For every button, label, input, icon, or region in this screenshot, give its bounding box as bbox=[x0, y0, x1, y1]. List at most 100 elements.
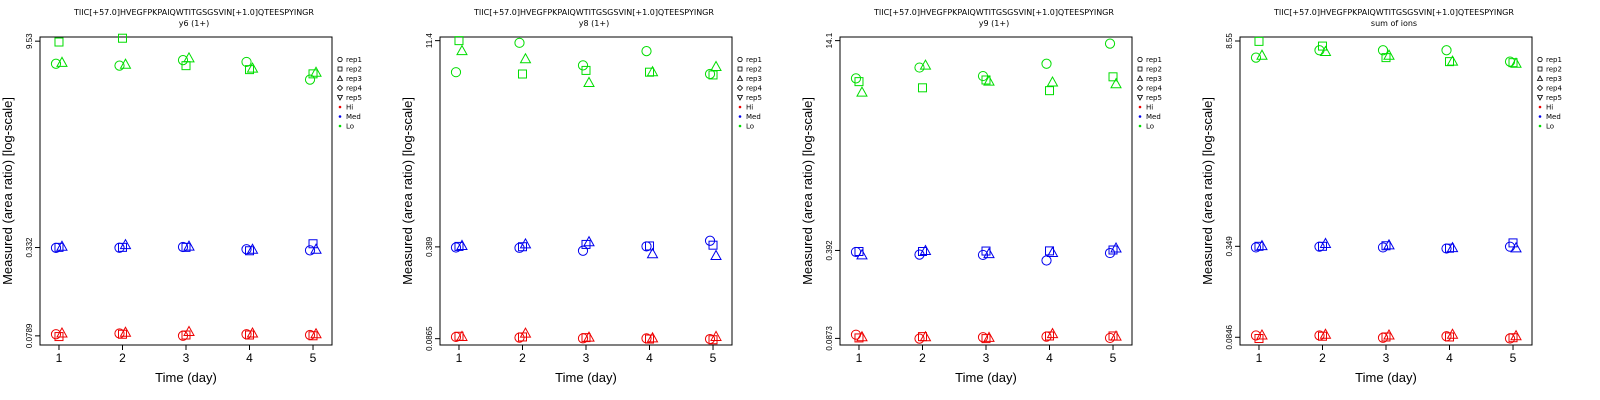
data-point-hi bbox=[1250, 330, 1262, 341]
legend-item: rep1 bbox=[337, 56, 362, 64]
data-point-med bbox=[1108, 245, 1118, 255]
y-tick-label: 9.53 bbox=[25, 33, 34, 49]
data-point-lo bbox=[1108, 72, 1118, 82]
chart-title: TIIC[+57.0]HVEGFPKPAIQWTITGSGSVIN[+1.0]Q… bbox=[73, 8, 314, 17]
data-point-lo bbox=[181, 61, 191, 71]
data-point-lo bbox=[854, 77, 864, 87]
chart-title: TIIC[+57.0]HVEGFPKPAIQWTITGSGSVIN[+1.0]Q… bbox=[873, 8, 1114, 17]
legend-label: rep5 bbox=[1546, 94, 1562, 102]
y-axis-label: Measured (area ratio) [log-scale] bbox=[400, 97, 415, 285]
data-point-hi bbox=[1317, 331, 1327, 341]
data-point-lo bbox=[981, 75, 991, 85]
data-point-lo bbox=[308, 69, 318, 79]
legend-label: Med bbox=[346, 113, 361, 121]
data-point-lo bbox=[117, 33, 127, 43]
data-point-hi bbox=[1381, 332, 1391, 342]
data-point-med bbox=[246, 243, 259, 254]
data-point-lo bbox=[581, 65, 591, 75]
x-tick-label: 2 bbox=[119, 351, 126, 365]
data-point-lo bbox=[514, 37, 525, 48]
legend-symbol bbox=[337, 66, 343, 72]
chart-title: TIIC[+57.0]HVEGFPKPAIQWTITGSGSVIN[+1.0]Q… bbox=[1273, 8, 1514, 17]
legend-label: rep1 bbox=[746, 56, 762, 64]
x-tick-label: 2 bbox=[919, 351, 926, 365]
legend-label: rep5 bbox=[746, 94, 762, 102]
legend-label: rep2 bbox=[1146, 66, 1162, 74]
x-tick-label: 2 bbox=[1319, 351, 1326, 365]
data-point-lo bbox=[114, 60, 125, 71]
data-point-med bbox=[56, 240, 68, 251]
data-point-med bbox=[450, 242, 462, 253]
chart-subtitle: y6 (1+) bbox=[179, 19, 209, 28]
data-point-hi bbox=[977, 332, 989, 343]
legend-symbol bbox=[738, 124, 742, 128]
legend-item: Hi bbox=[738, 104, 753, 112]
x-tick-label: 3 bbox=[1383, 351, 1390, 365]
legend-item: Lo bbox=[1538, 123, 1554, 131]
data-point-med bbox=[1381, 241, 1391, 251]
legend-symbol bbox=[1136, 84, 1144, 92]
x-tick-label: 1 bbox=[56, 351, 63, 365]
data-point-hi bbox=[183, 325, 195, 337]
data-point-lo bbox=[983, 75, 995, 86]
data-point-lo bbox=[646, 65, 659, 77]
x-axis-label: Time (day) bbox=[555, 370, 617, 385]
x-tick-label: 5 bbox=[1510, 351, 1517, 365]
data-point-hi bbox=[50, 329, 62, 340]
data-point-lo bbox=[241, 56, 252, 68]
data-point-lo bbox=[1510, 57, 1522, 68]
legend-item: Lo bbox=[1138, 123, 1154, 131]
legend-label: Hi bbox=[1546, 104, 1553, 112]
data-point-med bbox=[1377, 242, 1389, 253]
x-tick-label: 3 bbox=[983, 351, 990, 365]
data-point-med bbox=[856, 248, 868, 260]
legend-symbol bbox=[1537, 56, 1543, 63]
data-point-hi bbox=[646, 331, 659, 343]
legend-symbol bbox=[736, 84, 744, 92]
data-point-hi bbox=[1445, 332, 1455, 342]
data-point-hi bbox=[583, 331, 595, 342]
data-point-hi bbox=[1046, 327, 1059, 339]
x-axis-label: Time (day) bbox=[955, 370, 1017, 385]
x-tick-label: 4 bbox=[246, 351, 253, 365]
legend-symbol bbox=[737, 66, 743, 72]
data-point-lo bbox=[517, 69, 527, 79]
legend-label: Hi bbox=[1146, 104, 1153, 112]
data-point-hi bbox=[245, 330, 255, 340]
legend-item: Med bbox=[1538, 113, 1561, 121]
legend-symbol bbox=[1138, 105, 1142, 109]
data-point-med bbox=[1254, 241, 1264, 251]
legend-symbol bbox=[1137, 56, 1143, 63]
data-point-lo bbox=[310, 66, 322, 77]
data-point-lo bbox=[304, 74, 316, 85]
legend-item: Lo bbox=[738, 123, 754, 131]
y-tick-label: 14.1 bbox=[825, 32, 834, 48]
legend-label: rep4 bbox=[1546, 85, 1562, 93]
data-point-med bbox=[245, 246, 255, 256]
data-point-lo bbox=[710, 60, 722, 72]
data-point-hi bbox=[645, 334, 655, 344]
legend-item: rep2 bbox=[737, 66, 762, 74]
legend-label: Med bbox=[1146, 113, 1161, 121]
x-tick-label: 3 bbox=[183, 351, 190, 365]
legend-item: rep1 bbox=[1137, 56, 1162, 64]
legend-symbol bbox=[1138, 124, 1142, 128]
y-tick-label: 0.389 bbox=[425, 236, 434, 257]
legend-symbol bbox=[736, 75, 744, 81]
legend-item: rep2 bbox=[337, 66, 362, 74]
data-point-lo bbox=[246, 62, 259, 73]
data-point-lo bbox=[1254, 36, 1264, 46]
data-point-med bbox=[519, 237, 532, 249]
data-point-lo bbox=[577, 60, 589, 71]
data-point-med bbox=[456, 239, 468, 250]
data-point-lo bbox=[119, 58, 132, 69]
data-point-med bbox=[1046, 246, 1059, 258]
data-point-hi bbox=[519, 327, 532, 338]
legend-symbol bbox=[1536, 95, 1544, 101]
y-axis-label: Measured (area ratio) [log-scale] bbox=[800, 97, 815, 285]
legend-symbol bbox=[336, 84, 344, 92]
data-points bbox=[50, 33, 322, 342]
x-tick-label: 5 bbox=[1110, 351, 1117, 365]
